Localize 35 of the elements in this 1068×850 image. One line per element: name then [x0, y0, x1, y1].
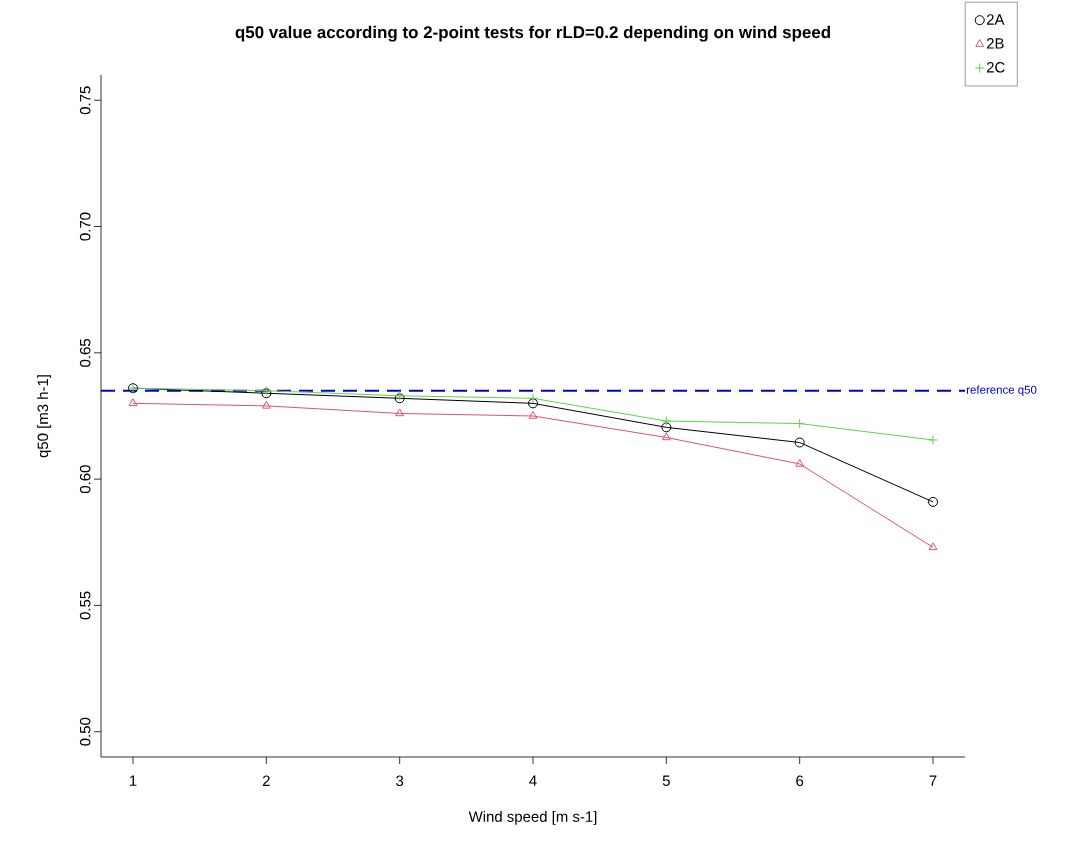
point	[794, 437, 805, 448]
legend-label: 2C	[986, 62, 1005, 73]
x-axis-title: Wind speed [m s-1]	[468, 810, 597, 825]
point	[928, 496, 939, 507]
point	[528, 410, 538, 419]
y-tick-label: 0.70	[79, 212, 91, 241]
x-tick-label: 2	[262, 775, 270, 786]
y-tick-label: 0.65	[79, 338, 91, 367]
x-tick-label: 7	[929, 775, 937, 786]
point	[261, 400, 271, 409]
point	[528, 398, 539, 409]
x-tick-label: 5	[662, 775, 670, 786]
y-tick-label: 0.75	[79, 86, 91, 115]
x-tick-label: 4	[529, 775, 537, 786]
y-tick-label: 0.60	[79, 465, 91, 494]
legend-label: 2A	[986, 14, 1005, 25]
point	[661, 432, 671, 441]
legend-label: 2B	[986, 38, 1004, 49]
x-tick-label: 3	[396, 775, 404, 787]
x-tick-label: 6	[796, 775, 804, 787]
point	[928, 434, 939, 445]
ref-line-label: reference q50	[966, 385, 1037, 397]
point	[128, 398, 138, 407]
y-tick-label: 0.50	[79, 717, 91, 746]
point	[661, 422, 672, 433]
y-tick-label: 0.55	[79, 591, 91, 620]
point	[928, 542, 938, 551]
point	[395, 408, 405, 417]
chart-title: q50 value according to 2-point tests for rLD=0.2 depending on wind speed	[235, 25, 830, 42]
point	[661, 416, 672, 427]
point	[795, 458, 805, 467]
y-axis-title: q50 [m3 h-1]	[37, 375, 52, 458]
x-tick-label: 1	[129, 775, 137, 786]
point	[794, 418, 805, 429]
point	[528, 393, 539, 404]
